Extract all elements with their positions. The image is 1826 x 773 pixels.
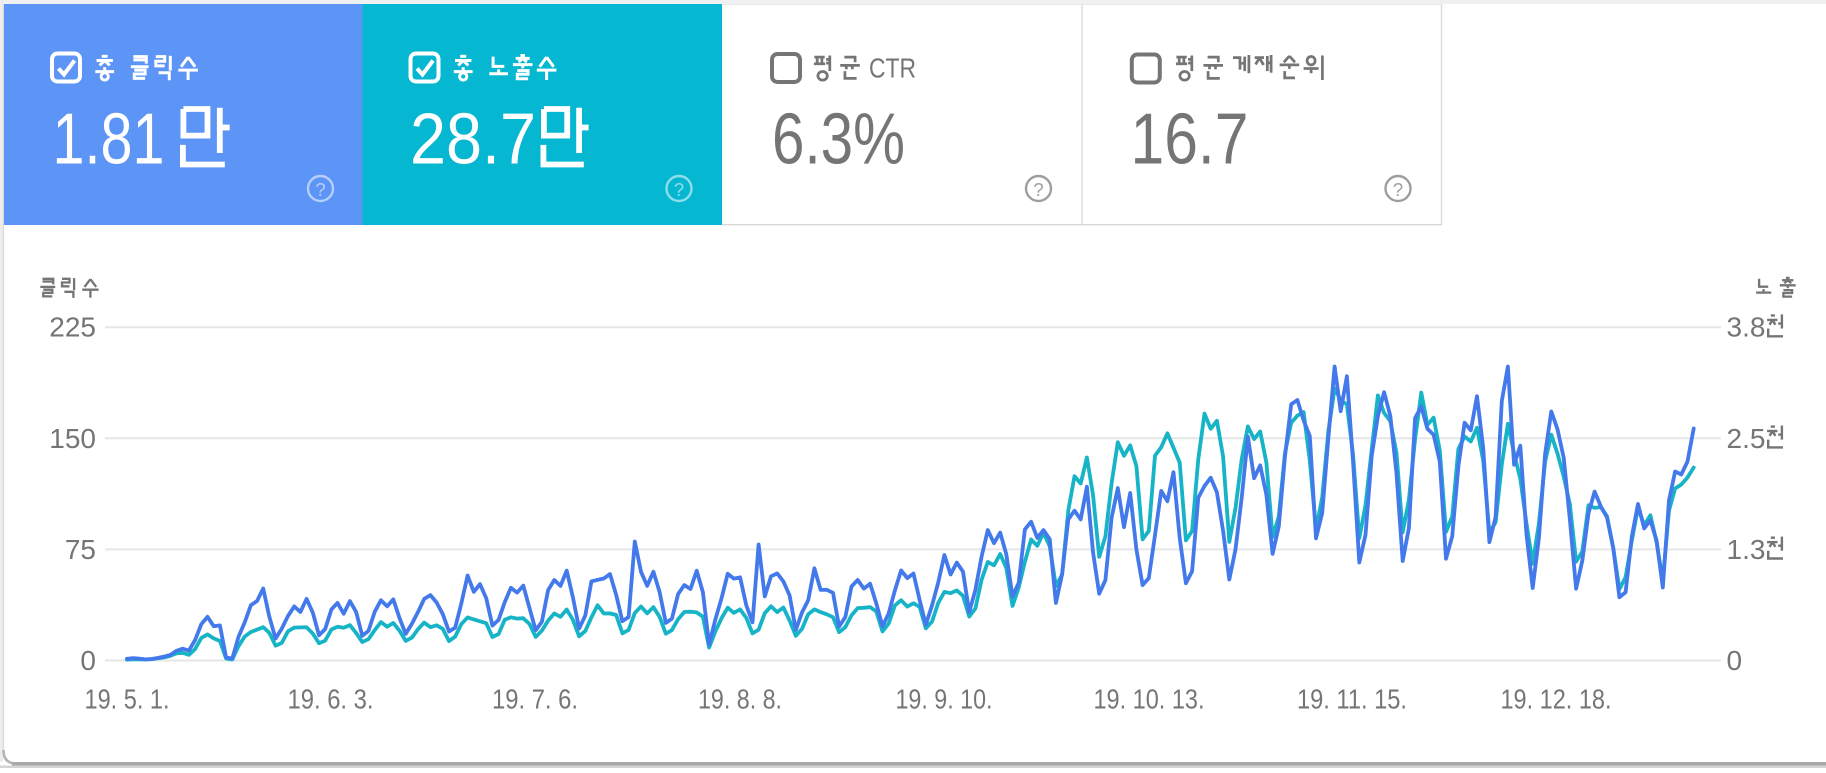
svg-text:?: ? [315, 179, 325, 200]
svg-text:16.7: 16.7 [1131, 100, 1249, 180]
svg-text:19. 12. 18.: 19. 12. 18. [1501, 684, 1612, 715]
svg-text:225: 225 [49, 312, 96, 343]
svg-text:75: 75 [65, 534, 96, 565]
svg-text:?: ? [1033, 179, 1043, 200]
svg-text:150: 150 [49, 423, 96, 454]
svg-text:19. 8. 8.: 19. 8. 8. [698, 684, 782, 715]
svg-text:19. 9. 10.: 19. 9. 10. [896, 684, 993, 715]
svg-text:2.5: 2.5 [1727, 423, 1766, 454]
svg-text:?: ? [1393, 179, 1403, 200]
svg-text:1.81: 1.81 [53, 100, 165, 180]
svg-text:CTR: CTR [869, 52, 916, 83]
svg-text:19. 6. 3.: 19. 6. 3. [288, 684, 374, 715]
svg-text:19. 10. 13.: 19. 10. 13. [1094, 684, 1205, 715]
svg-text:?: ? [674, 179, 684, 200]
svg-text:19. 11. 15.: 19. 11. 15. [1297, 684, 1407, 715]
svg-text:0: 0 [1727, 645, 1743, 676]
svg-text:28.7: 28.7 [410, 100, 536, 180]
svg-text:19. 7. 6.: 19. 7. 6. [492, 684, 578, 715]
svg-text:3.8: 3.8 [1727, 312, 1766, 343]
svg-text:19. 5. 1.: 19. 5. 1. [85, 684, 170, 715]
svg-text:0: 0 [80, 645, 96, 676]
svg-text:1.3: 1.3 [1727, 534, 1766, 565]
svg-text:6.3%: 6.3% [772, 100, 905, 180]
